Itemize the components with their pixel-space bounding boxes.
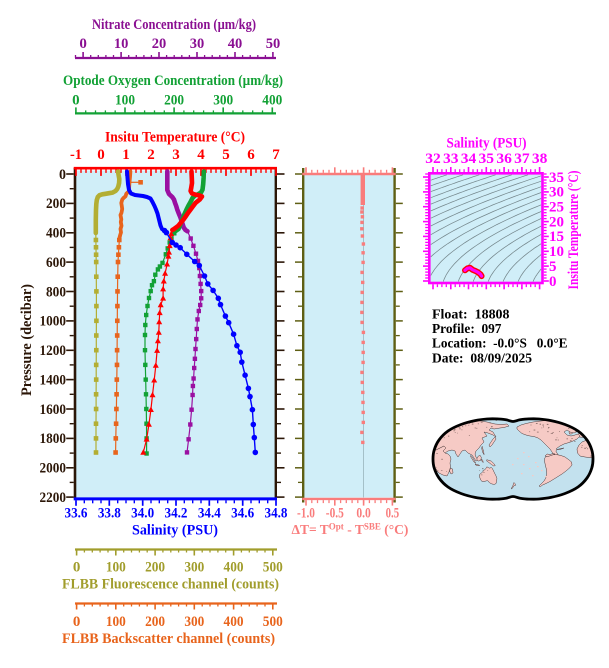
svg-text:40: 40 <box>228 36 243 52</box>
svg-text:1800: 1800 <box>40 431 67 447</box>
svg-text:400: 400 <box>262 93 282 109</box>
svg-text:FLBB Fluorescence channel (cou: FLBB Fluorescence channel (counts) <box>62 577 279 593</box>
svg-text:32: 32 <box>425 151 441 167</box>
svg-text:600: 600 <box>46 255 66 271</box>
svg-text:ΔT= TOpt - TSBE (°C): ΔT= TOpt - TSBE (°C) <box>292 522 409 538</box>
svg-text:1400: 1400 <box>40 372 67 388</box>
svg-text:34.2: 34.2 <box>165 506 188 522</box>
svg-text:1000: 1000 <box>40 314 67 330</box>
svg-text:30: 30 <box>549 185 564 201</box>
svg-text:37: 37 <box>514 151 530 167</box>
svg-text:0.0: 0.0 <box>356 506 371 522</box>
svg-text:25: 25 <box>549 200 564 216</box>
svg-text:FLBB Backscatter channel (coun: FLBB Backscatter channel (counts) <box>62 631 275 647</box>
svg-text:4: 4 <box>197 147 205 163</box>
svg-text:400: 400 <box>224 560 244 576</box>
svg-text:50: 50 <box>266 36 281 52</box>
svg-text:Date: 08/09/2025: Date: 08/09/2025 <box>432 351 532 366</box>
svg-text:0: 0 <box>73 614 81 630</box>
svg-text:6: 6 <box>247 147 255 163</box>
svg-text:35: 35 <box>479 151 495 167</box>
svg-text:10: 10 <box>549 244 564 260</box>
svg-text:400: 400 <box>224 614 244 630</box>
svg-text:5: 5 <box>549 259 557 275</box>
svg-text:34.0: 34.0 <box>131 506 154 522</box>
svg-text:7: 7 <box>272 147 280 163</box>
svg-text:30: 30 <box>190 36 205 52</box>
svg-text:500: 500 <box>263 560 283 576</box>
svg-text:1600: 1600 <box>40 402 67 418</box>
svg-text:400: 400 <box>46 226 66 242</box>
svg-text:Salinity (PSU): Salinity (PSU) <box>447 136 527 152</box>
svg-text:300: 300 <box>184 560 204 576</box>
svg-text:-1.0: -1.0 <box>297 506 315 522</box>
svg-text:-0.5: -0.5 <box>326 506 344 522</box>
svg-text:0: 0 <box>79 36 87 52</box>
svg-text:5: 5 <box>222 147 230 163</box>
svg-text:36: 36 <box>496 151 512 167</box>
svg-text:100: 100 <box>115 93 135 109</box>
svg-text:35: 35 <box>549 170 564 186</box>
svg-text:2: 2 <box>147 147 155 163</box>
svg-text:0: 0 <box>73 560 81 576</box>
svg-text:800: 800 <box>46 284 66 300</box>
svg-text:15: 15 <box>549 229 564 245</box>
svg-text:0: 0 <box>97 147 105 163</box>
svg-text:Optode Oxygen Concentration (µ: Optode Oxygen Concentration (µm/kg) <box>63 73 283 89</box>
svg-text:500: 500 <box>263 614 283 630</box>
svg-text:300: 300 <box>213 93 233 109</box>
svg-text:34: 34 <box>461 151 477 167</box>
svg-text:0: 0 <box>549 274 557 290</box>
svg-text:33: 33 <box>443 151 459 167</box>
svg-text:200: 200 <box>145 614 165 630</box>
svg-text:100: 100 <box>106 560 126 576</box>
svg-text:2000: 2000 <box>40 461 67 477</box>
svg-text:200: 200 <box>164 93 184 109</box>
svg-text:Salinity (PSU): Salinity (PSU) <box>132 523 218 539</box>
svg-text:Pressure (decibar): Pressure (decibar) <box>19 284 35 396</box>
svg-text:200: 200 <box>145 560 165 576</box>
svg-text:Location: -0.0°S 0.0°E: Location: -0.0°S 0.0°E <box>432 337 568 352</box>
svg-text:20: 20 <box>152 36 167 52</box>
svg-text:100: 100 <box>106 614 126 630</box>
svg-text:Profile: 097: Profile: 097 <box>432 322 502 337</box>
svg-text:2200: 2200 <box>40 490 67 506</box>
svg-text:34.6: 34.6 <box>231 506 254 522</box>
svg-text:3: 3 <box>172 147 180 163</box>
svg-text:33.8: 33.8 <box>98 506 121 522</box>
svg-text:34.8: 34.8 <box>265 506 288 522</box>
svg-text:0: 0 <box>72 93 80 109</box>
svg-text:Insitu Temperature (°C): Insitu Temperature (°C) <box>105 130 245 146</box>
svg-text:0: 0 <box>59 167 66 183</box>
svg-text:1: 1 <box>122 147 130 163</box>
svg-text:34.4: 34.4 <box>198 506 221 522</box>
svg-text:1200: 1200 <box>40 343 67 359</box>
svg-text:20: 20 <box>549 214 564 230</box>
svg-text:38: 38 <box>532 151 548 167</box>
svg-text:0.5: 0.5 <box>386 506 400 522</box>
svg-text:Float: 18808: Float: 18808 <box>432 308 510 323</box>
svg-text:-1: -1 <box>70 147 82 163</box>
svg-text:Nitrate Concentration (µm/kg): Nitrate Concentration (µm/kg) <box>92 17 256 33</box>
svg-text:33.6: 33.6 <box>65 506 88 522</box>
svg-text:200: 200 <box>46 196 66 212</box>
svg-text:Insitu Temperature (°C): Insitu Temperature (°C) <box>566 170 582 289</box>
svg-text:300: 300 <box>184 614 204 630</box>
svg-text:10: 10 <box>114 36 129 52</box>
